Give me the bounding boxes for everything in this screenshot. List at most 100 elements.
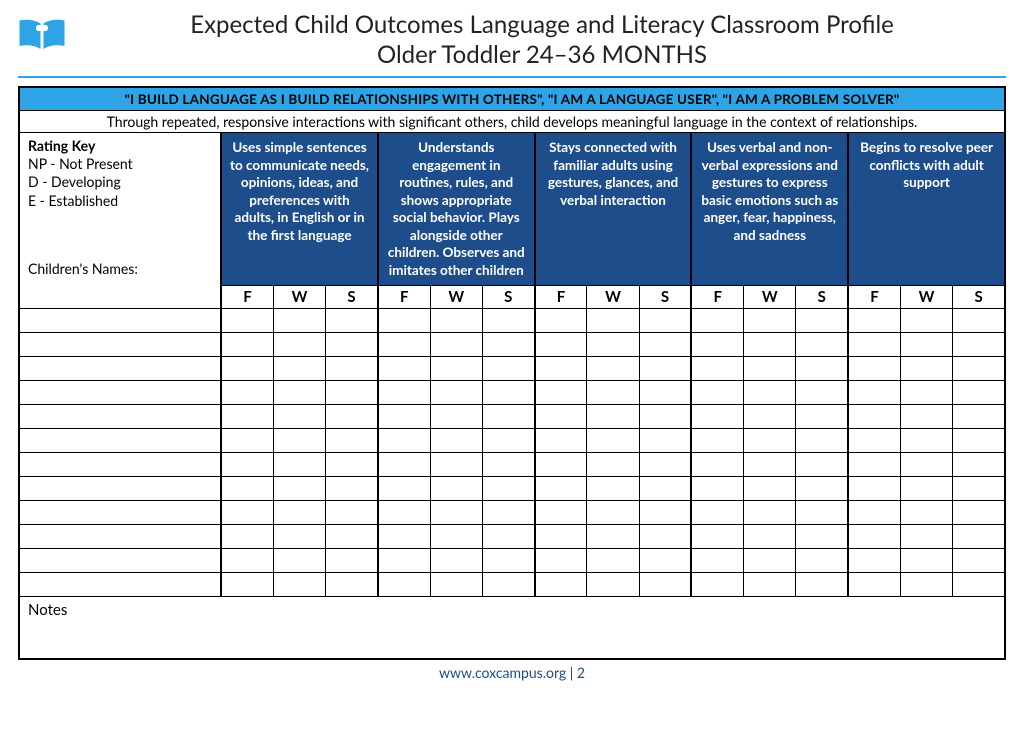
rating-cell-input[interactable] — [639, 573, 691, 597]
rating-cell-input[interactable] — [953, 501, 1005, 525]
rating-cell-input[interactable] — [326, 357, 378, 381]
rating-cell-input[interactable] — [430, 333, 482, 357]
rating-cell-input[interactable] — [430, 357, 482, 381]
rating-cell-input[interactable] — [535, 429, 587, 453]
rating-cell-input[interactable] — [326, 477, 378, 501]
rating-cell-input[interactable] — [900, 381, 952, 405]
rating-cell-input[interactable] — [535, 573, 587, 597]
child-name-cell[interactable] — [19, 381, 221, 405]
rating-cell-input[interactable] — [691, 501, 743, 525]
rating-cell-input[interactable] — [848, 573, 900, 597]
rating-cell-input[interactable] — [221, 573, 273, 597]
rating-cell-input[interactable] — [587, 333, 639, 357]
rating-cell-input[interactable] — [744, 333, 796, 357]
rating-cell-input[interactable] — [273, 549, 325, 573]
rating-cell-input[interactable] — [378, 453, 430, 477]
rating-cell-input[interactable] — [587, 357, 639, 381]
rating-cell-input[interactable] — [535, 405, 587, 429]
rating-cell-input[interactable] — [587, 405, 639, 429]
rating-cell-input[interactable] — [378, 525, 430, 549]
rating-cell-input[interactable] — [430, 381, 482, 405]
rating-cell-input[interactable] — [430, 501, 482, 525]
rating-cell-input[interactable] — [430, 309, 482, 333]
rating-cell-input[interactable] — [796, 405, 848, 429]
rating-cell-input[interactable] — [482, 525, 534, 549]
rating-cell-input[interactable] — [848, 357, 900, 381]
rating-cell-input[interactable] — [796, 333, 848, 357]
rating-cell-input[interactable] — [953, 429, 1005, 453]
rating-cell-input[interactable] — [587, 381, 639, 405]
rating-cell-input[interactable] — [900, 309, 952, 333]
rating-cell-input[interactable] — [482, 405, 534, 429]
rating-cell-input[interactable] — [744, 477, 796, 501]
rating-cell-input[interactable] — [221, 525, 273, 549]
rating-cell-input[interactable] — [482, 573, 534, 597]
rating-cell-input[interactable] — [691, 573, 743, 597]
rating-cell-input[interactable] — [639, 405, 691, 429]
rating-cell-input[interactable] — [953, 549, 1005, 573]
rating-cell-input[interactable] — [221, 501, 273, 525]
rating-cell-input[interactable] — [378, 429, 430, 453]
child-name-cell[interactable] — [19, 525, 221, 549]
rating-cell-input[interactable] — [953, 381, 1005, 405]
rating-cell-input[interactable] — [796, 525, 848, 549]
rating-cell-input[interactable] — [273, 501, 325, 525]
rating-cell-input[interactable] — [848, 429, 900, 453]
rating-cell-input[interactable] — [221, 309, 273, 333]
rating-cell-input[interactable] — [587, 453, 639, 477]
rating-cell-input[interactable] — [900, 501, 952, 525]
rating-cell-input[interactable] — [221, 477, 273, 501]
rating-cell-input[interactable] — [639, 477, 691, 501]
rating-cell-input[interactable] — [587, 525, 639, 549]
rating-cell-input[interactable] — [273, 525, 325, 549]
rating-cell-input[interactable] — [639, 501, 691, 525]
rating-cell-input[interactable] — [221, 549, 273, 573]
rating-cell-input[interactable] — [430, 405, 482, 429]
rating-cell-input[interactable] — [587, 477, 639, 501]
rating-cell-input[interactable] — [378, 501, 430, 525]
rating-cell-input[interactable] — [848, 381, 900, 405]
rating-cell-input[interactable] — [273, 309, 325, 333]
rating-cell-input[interactable] — [639, 429, 691, 453]
rating-cell-input[interactable] — [378, 357, 430, 381]
rating-cell-input[interactable] — [744, 549, 796, 573]
rating-cell-input[interactable] — [796, 573, 848, 597]
rating-cell-input[interactable] — [326, 549, 378, 573]
rating-cell-input[interactable] — [691, 405, 743, 429]
rating-cell-input[interactable] — [900, 549, 952, 573]
rating-cell-input[interactable] — [796, 453, 848, 477]
rating-cell-input[interactable] — [639, 333, 691, 357]
rating-cell-input[interactable] — [535, 525, 587, 549]
rating-cell-input[interactable] — [744, 525, 796, 549]
rating-cell-input[interactable] — [796, 501, 848, 525]
rating-cell-input[interactable] — [273, 405, 325, 429]
rating-cell-input[interactable] — [848, 549, 900, 573]
rating-cell-input[interactable] — [639, 525, 691, 549]
rating-cell-input[interactable] — [691, 429, 743, 453]
rating-cell-input[interactable] — [691, 549, 743, 573]
rating-cell-input[interactable] — [953, 453, 1005, 477]
rating-cell-input[interactable] — [900, 477, 952, 501]
child-name-cell[interactable] — [19, 573, 221, 597]
rating-cell-input[interactable] — [482, 477, 534, 501]
rating-cell-input[interactable] — [535, 477, 587, 501]
rating-cell-input[interactable] — [378, 405, 430, 429]
rating-cell-input[interactable] — [953, 333, 1005, 357]
rating-cell-input[interactable] — [273, 429, 325, 453]
rating-cell-input[interactable] — [796, 309, 848, 333]
rating-cell-input[interactable] — [691, 333, 743, 357]
rating-cell-input[interactable] — [639, 309, 691, 333]
rating-cell-input[interactable] — [326, 573, 378, 597]
rating-cell-input[interactable] — [639, 381, 691, 405]
rating-cell-input[interactable] — [691, 309, 743, 333]
rating-cell-input[interactable] — [953, 357, 1005, 381]
rating-cell-input[interactable] — [482, 453, 534, 477]
rating-cell-input[interactable] — [326, 453, 378, 477]
rating-cell-input[interactable] — [535, 381, 587, 405]
rating-cell-input[interactable] — [691, 477, 743, 501]
rating-cell-input[interactable] — [639, 357, 691, 381]
rating-cell-input[interactable] — [900, 453, 952, 477]
rating-cell-input[interactable] — [378, 381, 430, 405]
rating-cell-input[interactable] — [953, 405, 1005, 429]
rating-cell-input[interactable] — [482, 333, 534, 357]
